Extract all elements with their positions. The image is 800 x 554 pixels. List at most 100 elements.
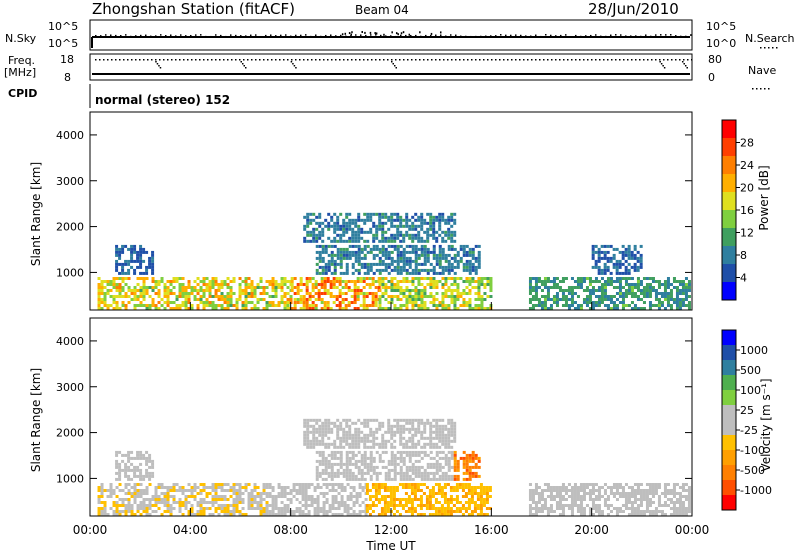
data-cell	[687, 492, 691, 495]
data-cell	[184, 501, 188, 504]
data-cell	[304, 504, 308, 507]
data-cell	[365, 489, 369, 492]
data-cell	[396, 268, 400, 272]
data-cell	[465, 265, 469, 269]
data-cell	[549, 498, 553, 501]
data-cell	[324, 421, 328, 425]
data-cell	[97, 295, 101, 298]
data-cell	[426, 436, 430, 440]
data-cell	[308, 304, 312, 307]
data-cell	[151, 253, 155, 257]
data-cell	[651, 483, 655, 486]
data-cell	[618, 483, 622, 486]
data-cell	[345, 442, 349, 446]
data-cell	[399, 244, 403, 248]
data-cell	[142, 477, 146, 481]
data-cell	[365, 283, 369, 286]
data-cell	[579, 280, 583, 283]
data-cell	[564, 489, 568, 492]
data-cell	[271, 301, 275, 304]
data-cell	[423, 239, 427, 243]
nsky-dot	[235, 34, 237, 37]
data-cell	[468, 477, 472, 481]
nave-dot	[623, 59, 625, 61]
data-cell	[470, 495, 474, 498]
data-cell	[332, 301, 336, 304]
data-cell	[684, 498, 688, 501]
data-cell	[371, 483, 375, 486]
nave-dot	[651, 59, 653, 61]
data-cell	[306, 421, 310, 425]
data-cell	[672, 486, 676, 489]
colorbar-tick-label: -100	[740, 444, 765, 457]
data-cell	[390, 280, 394, 283]
data-cell	[268, 513, 272, 516]
nave-dot	[211, 59, 213, 61]
data-cell	[627, 277, 631, 280]
data-cell	[181, 289, 185, 292]
data-cell	[480, 280, 484, 283]
data-cell	[163, 301, 167, 304]
data-cell	[293, 307, 297, 310]
data-cell	[684, 513, 688, 516]
data-cell	[277, 507, 281, 510]
nave-axis-top: 80	[708, 53, 722, 66]
data-cell	[341, 307, 345, 310]
data-cell	[97, 289, 101, 292]
data-cell	[253, 483, 257, 486]
data-cell	[402, 295, 406, 298]
data-cell	[429, 430, 433, 434]
data-cell	[127, 492, 131, 495]
data-cell	[151, 298, 155, 301]
data-cell	[362, 277, 366, 280]
data-cell	[393, 418, 397, 422]
data-cell	[384, 298, 388, 301]
data-cell	[202, 510, 206, 513]
data-cell	[681, 489, 685, 492]
data-cell	[456, 289, 460, 292]
data-cell	[360, 462, 364, 466]
data-cell	[366, 462, 370, 466]
data-cell	[414, 244, 418, 248]
data-cell	[443, 501, 447, 504]
power-colorbar-label: Power [dB]	[757, 165, 771, 230]
data-cell	[314, 283, 318, 286]
data-cell	[633, 501, 637, 504]
nave-dip-dot	[663, 67, 666, 69]
nsky-dot	[260, 35, 262, 38]
nave-dot	[247, 59, 249, 61]
data-cell	[361, 510, 365, 513]
data-cell	[639, 483, 643, 486]
data-cell	[247, 483, 251, 486]
data-cell	[440, 504, 444, 507]
data-cell	[308, 292, 312, 295]
data-cell	[405, 465, 409, 469]
data-cell	[330, 474, 334, 478]
data-cell	[393, 268, 397, 272]
data-cell	[145, 513, 149, 516]
data-cell	[407, 495, 411, 498]
data-cell	[669, 498, 673, 501]
data-cell	[612, 286, 616, 289]
nsky-dot	[350, 33, 353, 36]
time-axis: 00:00 04:00 08:00 12:00 16:00 20:00 00:00	[73, 302, 709, 537]
data-cell	[223, 498, 227, 501]
data-cell	[345, 239, 349, 243]
x-tick-label: 16:00	[474, 523, 509, 537]
data-cell	[438, 253, 442, 257]
data-cell	[187, 283, 191, 286]
data-cell	[299, 283, 303, 286]
data-cell	[396, 307, 400, 310]
nave-dot	[347, 59, 349, 61]
data-cell	[473, 501, 477, 504]
data-cell	[396, 253, 400, 257]
nave-dot	[375, 59, 377, 61]
data-cell	[327, 268, 331, 272]
data-cell	[482, 504, 486, 507]
data-cell	[345, 436, 349, 440]
data-cell	[678, 304, 682, 307]
data-cell	[148, 498, 152, 501]
data-cell	[154, 292, 158, 295]
data-cell	[331, 498, 335, 501]
data-cell	[387, 215, 391, 219]
